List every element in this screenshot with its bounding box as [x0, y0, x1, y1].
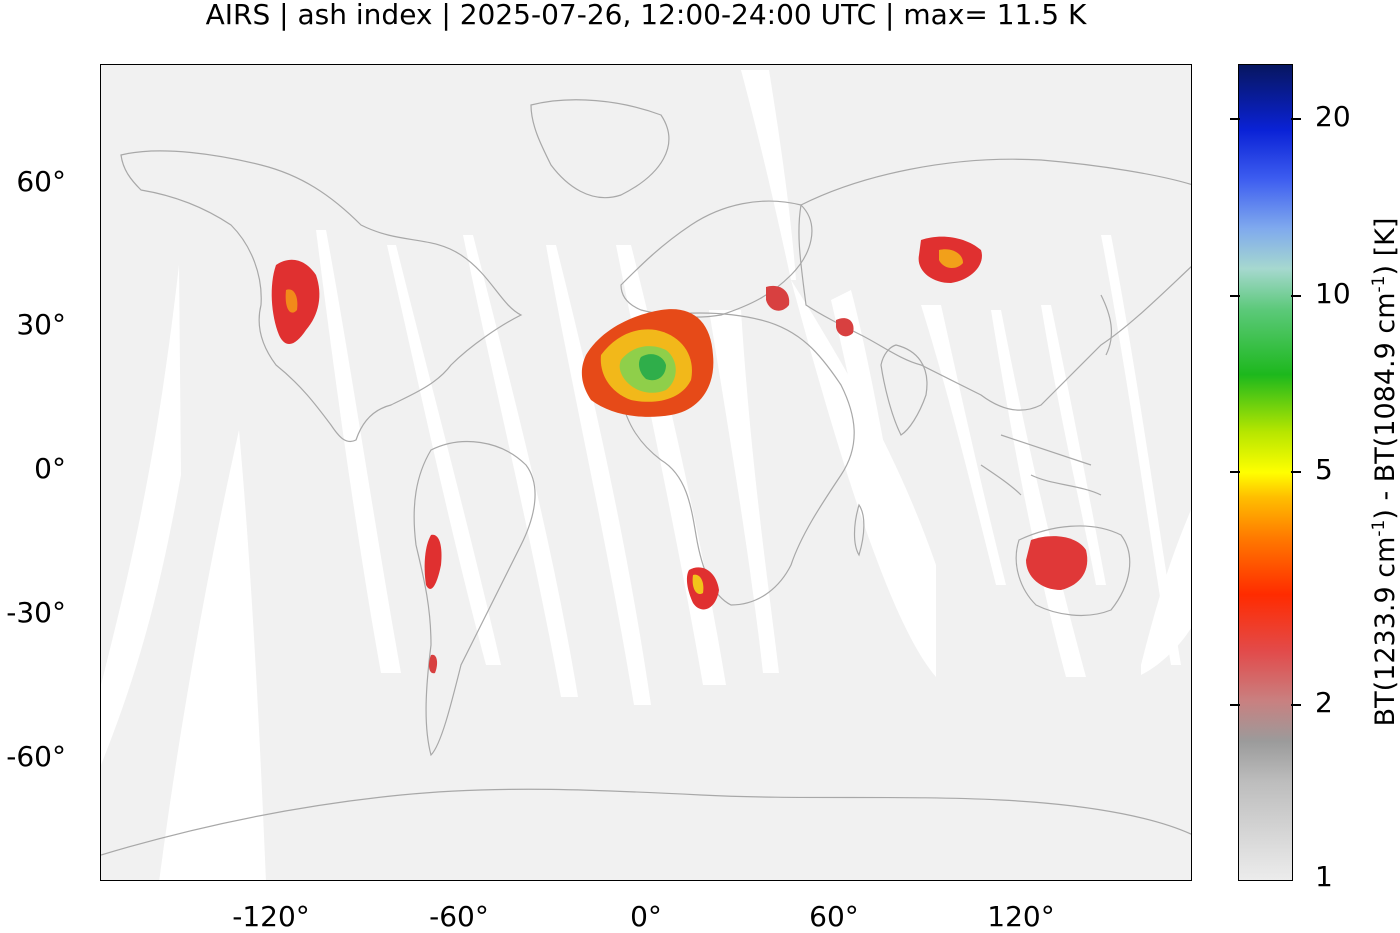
map-canvas — [101, 70, 1191, 880]
colorbar-tick-label: 1 — [1315, 860, 1333, 893]
world-map — [100, 64, 1192, 881]
coastlines — [101, 99, 1191, 856]
colorbar-tick-label: 10 — [1315, 277, 1351, 310]
ash-index-patches — [271, 236, 1088, 674]
colorbar-tick-label: 2 — [1315, 686, 1333, 719]
colorbar-tick — [1230, 118, 1240, 120]
colorbar-tick-label: 5 — [1315, 453, 1333, 486]
colorbar — [1238, 64, 1293, 881]
map-title: AIRS | ash index | 2025-07-26, 12:00-24:… — [205, 0, 1087, 31]
x-tick-label: 60° — [809, 900, 859, 933]
swath-gaps — [101, 70, 1191, 880]
colorbar-tick — [1291, 471, 1301, 473]
colorbar-tick-label: 20 — [1315, 100, 1351, 133]
x-tick-label: 120° — [987, 900, 1055, 933]
colorbar-tick — [1230, 471, 1240, 473]
colorbar-tick — [1291, 118, 1301, 120]
x-tick-label: 0° — [630, 900, 662, 933]
y-tick-label: 30° — [16, 308, 66, 341]
x-tick-label: -60° — [429, 900, 489, 933]
x-tick-label: -120° — [232, 900, 310, 933]
colorbar-tick — [1230, 704, 1240, 706]
colorbar-tick — [1291, 295, 1301, 297]
colorbar-label: BT(1233.9 cm-1) - BT(1084.9 cm-1) [K] — [1369, 217, 1400, 727]
y-tick-label: 60° — [16, 165, 66, 198]
y-tick-label: -60° — [6, 740, 66, 773]
colorbar-tick — [1230, 295, 1240, 297]
y-tick-label: 0° — [34, 452, 66, 485]
colorbar-tick — [1291, 704, 1301, 706]
y-tick-label: -30° — [6, 596, 66, 629]
